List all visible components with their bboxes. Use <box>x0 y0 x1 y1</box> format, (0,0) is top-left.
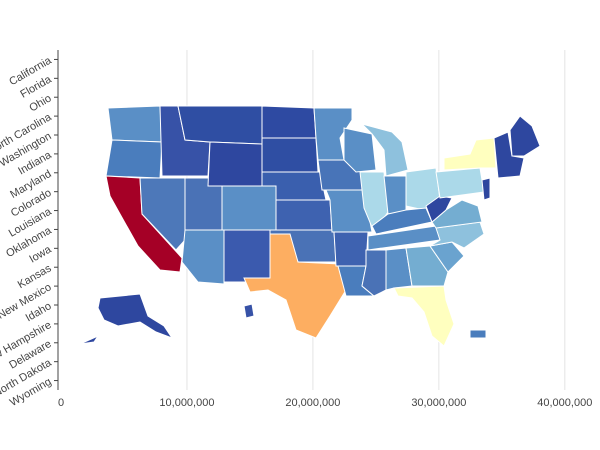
state-oregon <box>105 139 163 179</box>
state-new-england <box>493 131 525 179</box>
state-hawaii <box>243 303 255 319</box>
us-states-map <box>79 105 541 347</box>
state-montana <box>177 105 263 145</box>
x-tick-label: 20,000,000 <box>285 397 340 409</box>
state-arizona <box>181 229 225 285</box>
state-north-carolina <box>429 221 485 249</box>
state-texas <box>243 233 347 339</box>
state-pennsylvania <box>435 167 485 199</box>
x-axis: 0 10,000,000 20,000,000 30,000,000 40,000,00… <box>58 397 592 409</box>
state-puerto-rico <box>469 329 487 339</box>
state-indiana <box>383 175 407 215</box>
x-tick-label: 40,000,000 <box>537 397 592 409</box>
state-alaska-islands <box>79 334 100 345</box>
state-new-mexico <box>223 229 271 283</box>
state-minnesota <box>313 107 353 161</box>
state-new-jersey <box>481 177 491 201</box>
state-arkansas <box>333 231 369 267</box>
state-mississippi <box>361 249 387 297</box>
state-alabama <box>385 247 413 291</box>
state-nevada <box>139 177 186 251</box>
x-tick-label: 30,000,000 <box>411 397 466 409</box>
state-alaska <box>97 293 174 340</box>
state-washington <box>107 105 163 143</box>
state-michigan <box>360 123 409 177</box>
x-tick-label: 10,000,000 <box>159 397 214 409</box>
state-north-dakota <box>261 105 317 139</box>
state-wyoming <box>207 141 263 187</box>
state-florida <box>393 285 455 347</box>
state-south-dakota <box>261 137 319 173</box>
state-wisconsin <box>343 127 377 173</box>
state-kansas <box>275 199 333 231</box>
state-georgia <box>405 245 449 287</box>
x-tick-label: 0 <box>58 397 64 409</box>
state-maine <box>509 115 541 157</box>
state-west-virginia <box>425 195 453 223</box>
state-new-york <box>443 137 497 171</box>
state-colorado <box>221 185 277 231</box>
state-kentucky <box>371 207 433 235</box>
